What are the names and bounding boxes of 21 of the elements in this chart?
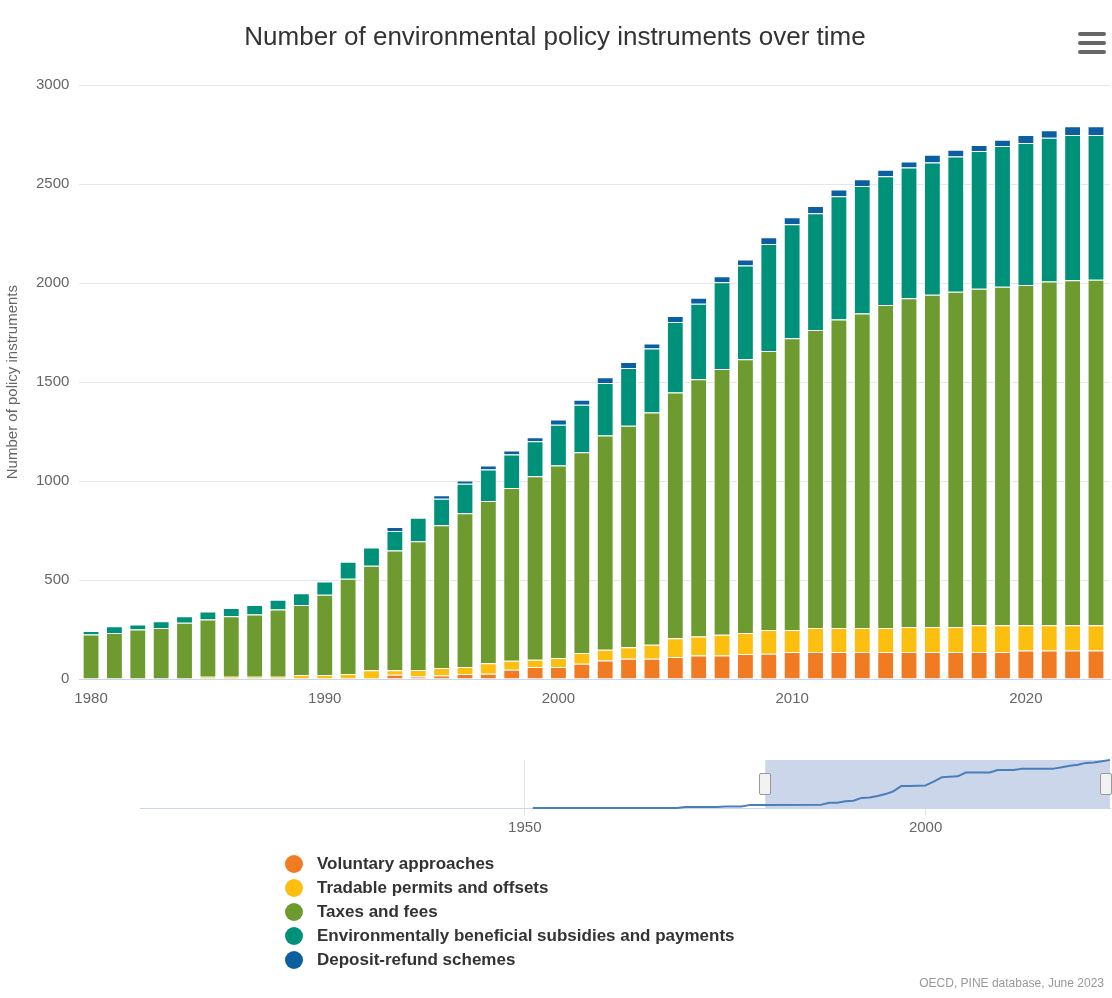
- text: OECD, PINE database, June 2023: [919, 976, 1104, 990]
- legend-label: Deposit-refund schemes: [317, 950, 516, 970]
- legend-label: Voluntary approaches: [317, 854, 495, 874]
- y-tick-label: 2000: [35, 273, 70, 291]
- y-tick-label: 500: [44, 570, 70, 588]
- x-tick-label: 1980: [74, 689, 108, 707]
- chart-title: Number of environmental policy instruments over time: [244, 20, 866, 51]
- legend-label: Taxes and fees: [317, 902, 438, 922]
- y-tick-label: 0: [61, 669, 70, 687]
- y-tick-label: 3000: [35, 75, 70, 93]
- y-tick-label: 1000: [35, 471, 70, 489]
- x-tick-label: 2010: [775, 689, 809, 707]
- x-tick-label: 1990: [308, 689, 342, 707]
- y-tick-label: 2500: [35, 174, 70, 192]
- y-tick-label: 1500: [35, 372, 70, 390]
- x-tick-label: 2020: [1009, 689, 1043, 707]
- legend-label: Tradable permits and offsets: [317, 878, 549, 898]
- x-tick-label: 2000: [541, 689, 576, 707]
- y-axis-title: Number of policy instruments: [3, 284, 21, 480]
- legend-label: Environmentally beneficial subsidies and payments: [317, 926, 735, 946]
- x-tick-label: 1950: [508, 818, 542, 836]
